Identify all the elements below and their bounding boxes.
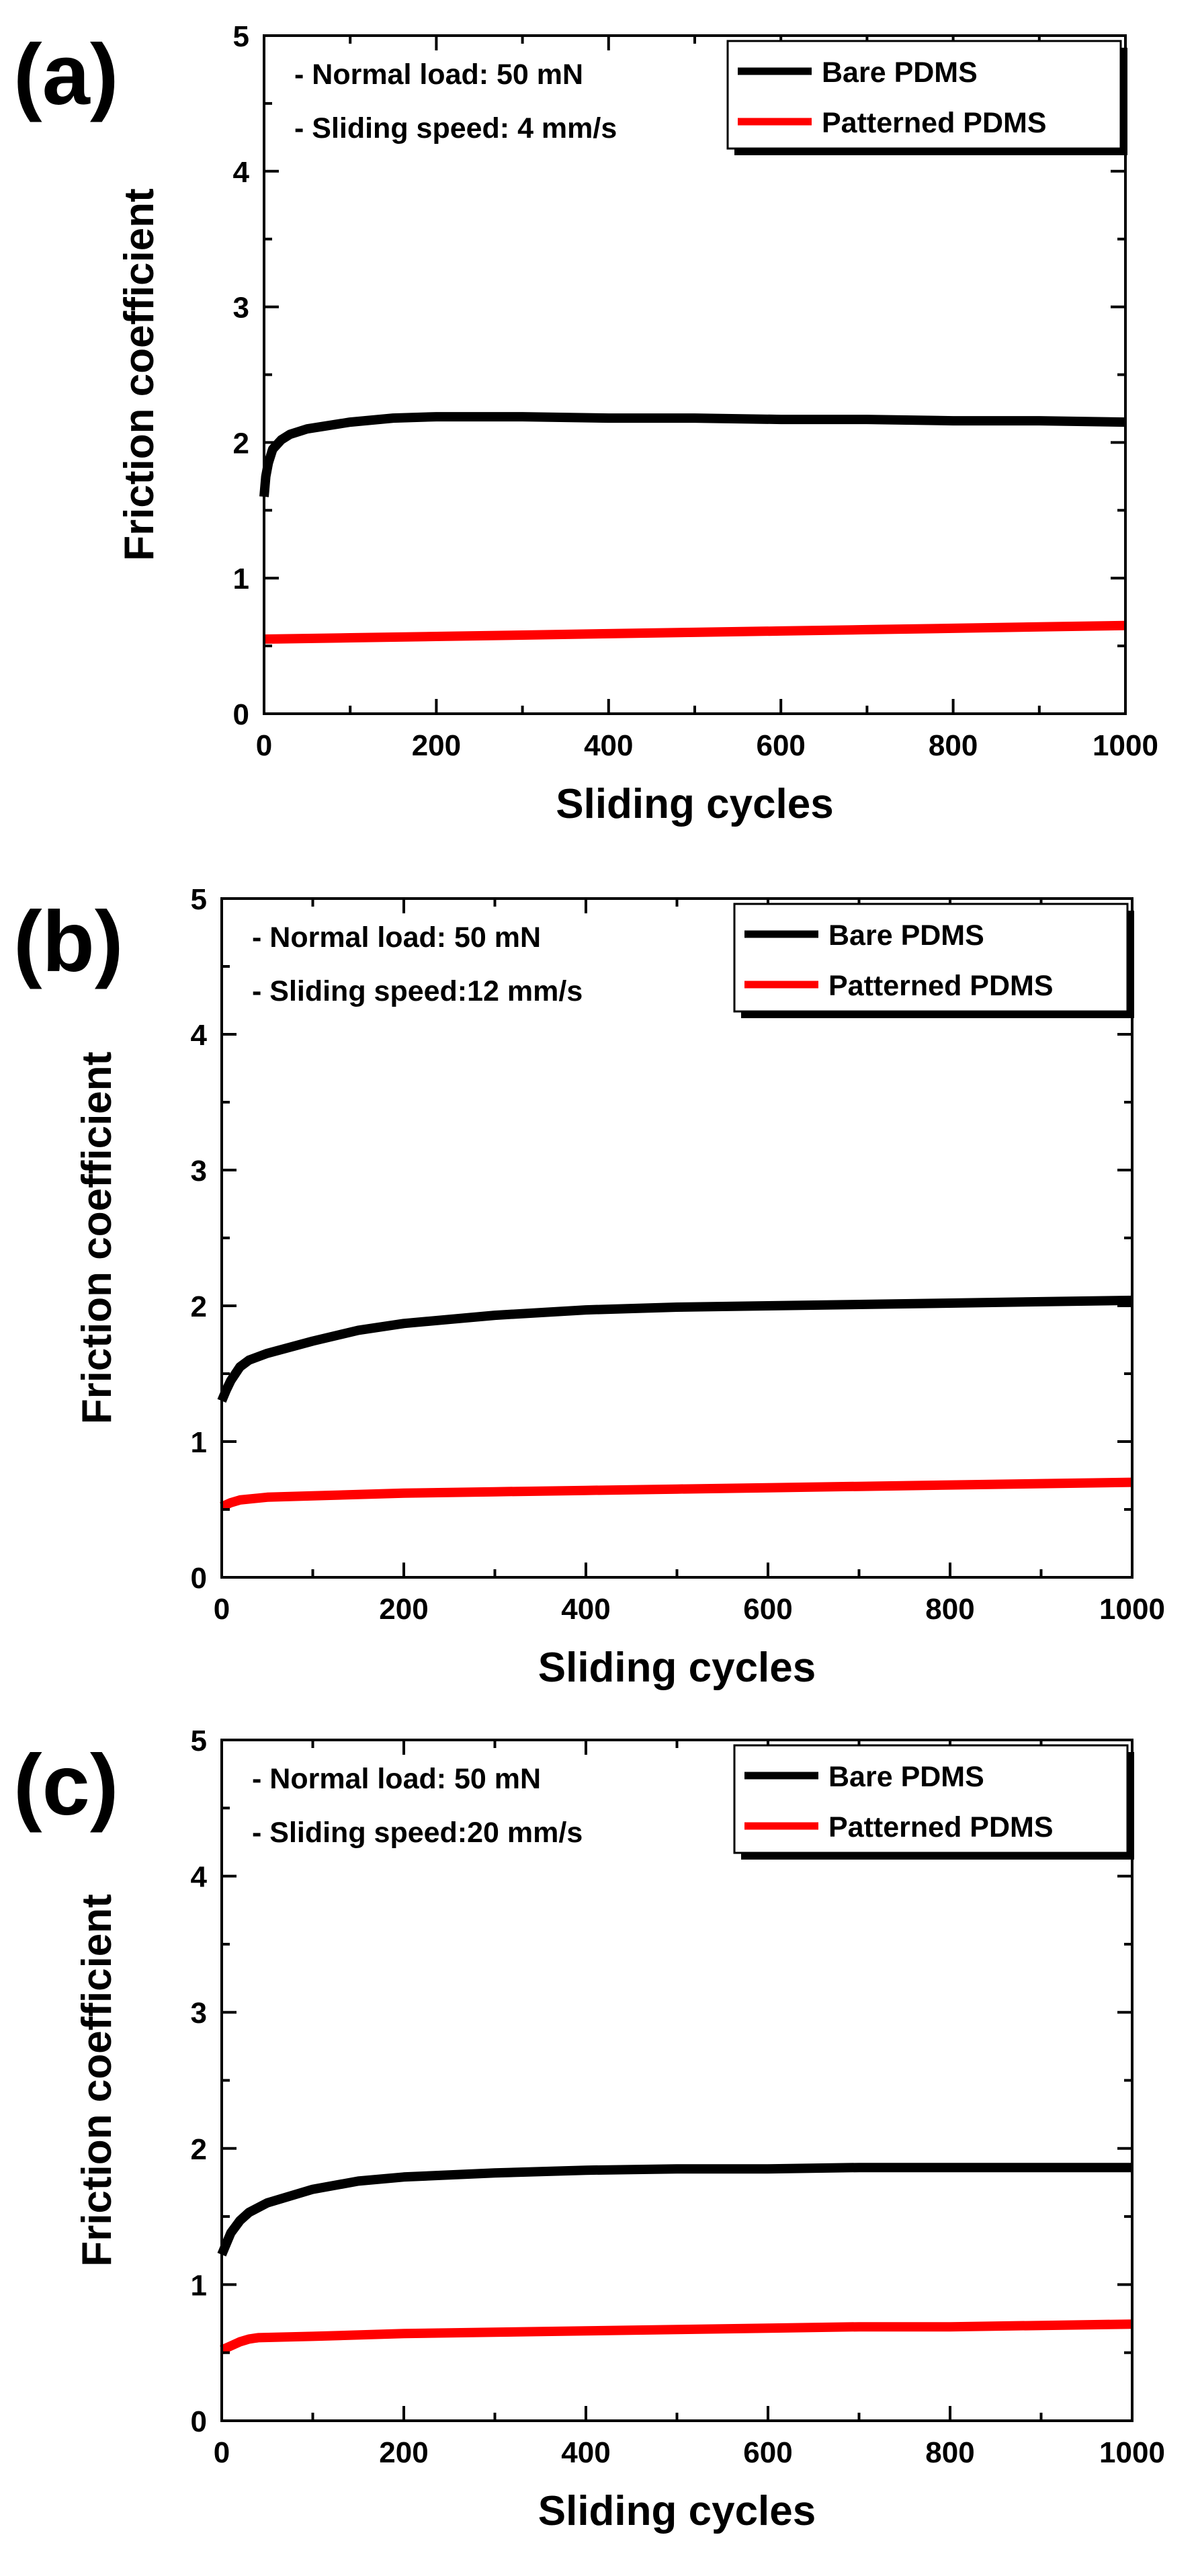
x-tick-label: 0 xyxy=(256,729,272,762)
x-tick-label: 1000 xyxy=(1099,1593,1165,1626)
legend-label: Patterned PDMS xyxy=(828,1811,1054,1843)
x-tick-label: 0 xyxy=(214,2436,230,2469)
condition-annotation: - Sliding speed:20 mm/s xyxy=(252,1817,583,1849)
x-tick-label: 200 xyxy=(412,729,461,762)
x-axis-title: Sliding cycles xyxy=(538,2488,816,2534)
x-tick-label: 400 xyxy=(561,1593,610,1626)
legend-box xyxy=(733,1744,1129,1854)
condition-annotation: - Sliding speed:12 mm/s xyxy=(252,975,583,1007)
chart-panel-0: (a) 0 200 400 600 800 1000 0 1 2 3 4 5 Sliding cycles… xyxy=(13,20,1158,827)
y-tick-label: 1 xyxy=(191,2269,207,2302)
y-tick-label: 4 xyxy=(191,1019,208,1052)
x-tick-label: 600 xyxy=(743,2436,792,2469)
y-axis-title: Friction coefficient xyxy=(74,1052,120,1425)
y-tick-label: 0 xyxy=(191,2405,207,2438)
y-tick-label: 5 xyxy=(233,20,249,53)
x-axis-title: Sliding cycles xyxy=(538,1645,816,1691)
y-tick-label: 0 xyxy=(233,698,249,731)
legend-label: Bare PDMS xyxy=(828,919,984,952)
y-tick-label: 2 xyxy=(233,427,249,460)
y-tick-label: 3 xyxy=(191,1997,207,2030)
bare-pdms-line xyxy=(217,2163,1132,2257)
x-tick-label: 800 xyxy=(929,729,978,762)
x-tick-label: 800 xyxy=(925,1593,974,1626)
y-tick-label: 0 xyxy=(191,1562,207,1595)
x-axis-title: Sliding cycles xyxy=(556,781,834,827)
y-tick-label: 4 xyxy=(233,156,250,189)
condition-annotation: - Normal load: 50 mN xyxy=(252,921,541,954)
legend-box xyxy=(733,903,1129,1013)
patterned-pdms-line xyxy=(220,1477,1133,1511)
y-tick-label: 4 xyxy=(191,1861,208,1894)
x-tick-label: 200 xyxy=(379,2436,428,2469)
x-tick-label: 600 xyxy=(756,729,805,762)
panel-label: (b) xyxy=(13,894,123,990)
panel-label: (a) xyxy=(13,27,118,123)
bare-pdms-line xyxy=(259,412,1126,497)
patterned-pdms-line xyxy=(220,2319,1133,2355)
chart-panel-1: (b) 0 200 400 600 800 1000 0 1 2 3 4 5 Sliding cycles… xyxy=(13,883,1165,1691)
condition-annotation: - Normal load: 50 mN xyxy=(294,58,583,91)
condition-annotation: - Sliding speed: 4 mm/s xyxy=(294,112,617,144)
x-tick-label: 600 xyxy=(743,1593,792,1626)
bare-pdms-line xyxy=(217,1295,1133,1403)
legend-label: Patterned PDMS xyxy=(828,970,1054,1002)
y-tick-label: 3 xyxy=(233,292,249,325)
panel-label: (c) xyxy=(13,1737,118,1833)
legend-label: Patterned PDMS xyxy=(822,107,1047,139)
x-tick-label: 200 xyxy=(379,1593,428,1626)
y-tick-label: 5 xyxy=(191,883,207,916)
patterned-pdms-line xyxy=(263,620,1126,644)
y-tick-label: 3 xyxy=(191,1155,207,1188)
y-tick-label: 5 xyxy=(191,1725,207,1757)
chart-panel-2: (c) 0 200 400 600 800 1000 0 1 2 3 4 5 Sliding cycles… xyxy=(13,1725,1165,2534)
y-tick-label: 2 xyxy=(191,1290,207,1323)
x-tick-label: 0 xyxy=(214,1593,230,1626)
condition-annotation: - Normal load: 50 mN xyxy=(252,1763,541,1795)
y-axis-title: Friction coefficient xyxy=(74,1894,120,2267)
y-tick-label: 1 xyxy=(233,563,249,595)
legend-label: Bare PDMS xyxy=(828,1761,984,1793)
legend-box xyxy=(726,40,1122,150)
x-tick-label: 800 xyxy=(925,2436,974,2469)
x-tick-label: 1000 xyxy=(1093,729,1158,762)
y-tick-label: 2 xyxy=(191,2133,207,2166)
x-tick-label: 400 xyxy=(561,2436,610,2469)
x-tick-label: 400 xyxy=(584,729,633,762)
y-tick-label: 1 xyxy=(191,1426,207,1459)
y-axis-title: Friction coefficient xyxy=(116,188,163,561)
x-tick-label: 1000 xyxy=(1099,2436,1165,2469)
legend-label: Bare PDMS xyxy=(822,56,978,89)
